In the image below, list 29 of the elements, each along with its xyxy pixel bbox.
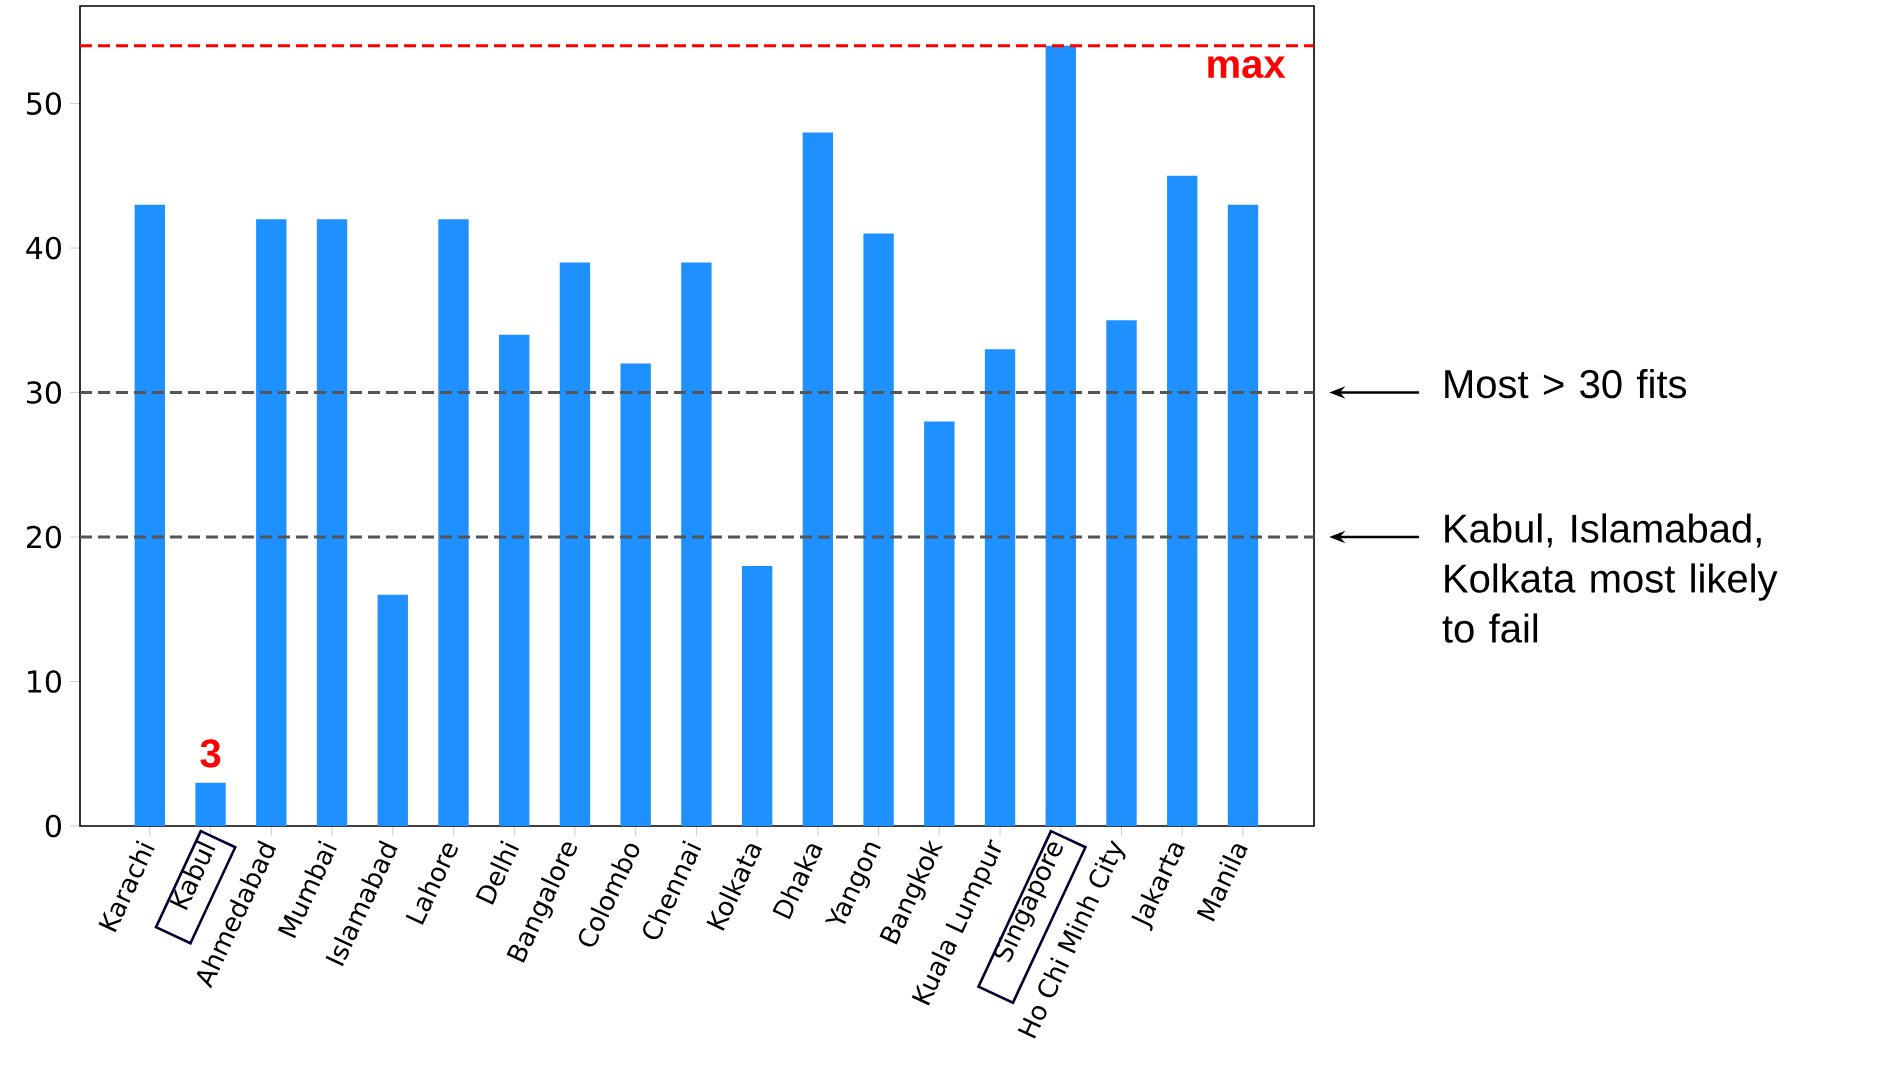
bar [984,349,1016,826]
bar [316,219,348,826]
bar [195,782,226,826]
bar [924,421,955,826]
bar [620,363,651,826]
bar [256,219,287,826]
bar [681,262,712,826]
bar [438,219,469,826]
bar [559,262,591,826]
bar [134,204,166,826]
y-tick-label: 20 [26,525,61,549]
bar [802,132,834,826]
y-tick-label: 50 [27,92,61,115]
y-tick-label: 0 [45,814,61,838]
bar [499,334,530,826]
bar [1106,320,1137,826]
bar [1227,204,1259,826]
bar [1167,175,1198,826]
text: Most > 30 fits [1445,368,1687,399]
y-tick-label: 30 [27,381,61,404]
bar [377,594,408,826]
bar [1045,45,1076,826]
y-tick-label: 40 [26,236,61,260]
y-tick-label: 10 [28,670,61,693]
text: Kabul, Islamabad, Kolkata most likely to fail [1442,513,1778,643]
bar [741,565,773,826]
bar [863,233,894,826]
ref-line-label: max [1208,56,1286,79]
annotation: 3 [200,739,221,768]
